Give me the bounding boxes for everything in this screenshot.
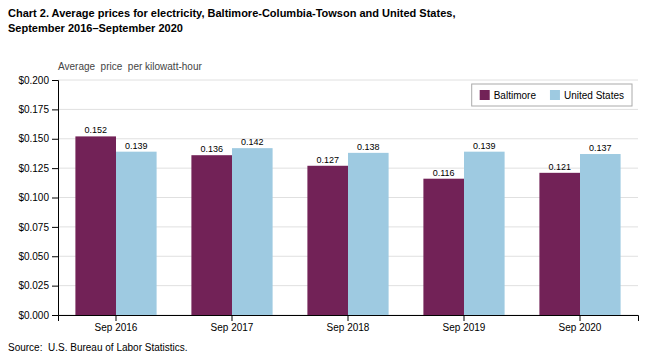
bar: [232, 148, 273, 315]
x-tick: Sep 2017: [211, 315, 254, 333]
bar: [580, 154, 621, 315]
bar: [539, 173, 580, 315]
y-tick: $0.125: [18, 163, 58, 174]
bar: [75, 136, 116, 315]
y-tick-label: $0.025: [18, 280, 49, 291]
x-tick-mark: [464, 315, 465, 321]
y-tick-label: $0.075: [18, 222, 49, 233]
x-tick: Sep 2016: [95, 315, 138, 333]
y-axis-line: [52, 81, 59, 316]
x-tick-label: Sep 2019: [443, 322, 486, 333]
grid-line: [58, 109, 638, 110]
y-tick: $0.200: [18, 75, 58, 86]
x-tick-label: Sep 2018: [327, 322, 370, 333]
legend-swatch: [480, 90, 490, 100]
data-label: 0.142: [241, 137, 264, 147]
y-tick: $0.000: [18, 310, 58, 321]
bar: [307, 166, 348, 315]
y-tick-mark: [52, 139, 58, 140]
grid-line: [58, 138, 638, 139]
y-tick-mark: [52, 286, 58, 287]
y-tick-label: $0.100: [18, 192, 49, 203]
x-tick: Sep 2018: [327, 315, 370, 333]
bar: [348, 153, 389, 315]
plot: $0.000 $0.025 $0.050 $0.075 $0.100 $0.125 $0.1…: [18, 75, 638, 333]
x-axis-line: [59, 316, 639, 322]
y-tick-mark: [52, 109, 58, 110]
x-tick-mark: [348, 315, 349, 321]
data-label: 0.138: [357, 142, 380, 152]
y-tick: $0.175: [18, 104, 58, 115]
bar: [423, 179, 464, 315]
y-tick-label: $0.050: [18, 251, 49, 262]
x-tick-label: Sep 2016: [95, 322, 138, 333]
legend-label: United States: [564, 90, 624, 101]
title: Chart 2. Average prices for electricity,…: [8, 7, 455, 19]
y-tick-mark: [52, 168, 58, 169]
data-label: 0.152: [84, 125, 107, 135]
y-tick-mark: [52, 198, 58, 199]
bar: [116, 152, 157, 315]
annotation: Source: U.S. Bureau of Labor Statistics.: [8, 342, 188, 353]
bars: [75, 136, 620, 315]
y-tick: $0.075: [18, 222, 58, 233]
data-label: 0.127: [316, 155, 339, 165]
y-tick: $0.025: [18, 280, 58, 291]
data-label: 0.121: [548, 162, 571, 172]
grid-line: [58, 80, 638, 81]
y-tick-label: $0.175: [18, 104, 49, 115]
y-axis-title: Average price per kilowatt-hour: [58, 61, 202, 72]
y-axis: $0.000 $0.025 $0.050 $0.075 $0.100 $0.125 $0.1…: [18, 75, 58, 321]
x-tick-label: Sep 2020: [559, 322, 602, 333]
title: September 2016–September 2020: [8, 22, 183, 34]
y-tick-label: $0.125: [18, 163, 49, 174]
x-tick-mark: [232, 315, 233, 321]
y-tick-mark: [52, 315, 58, 316]
legend: Baltimore United States: [472, 84, 632, 106]
y-tick-label: $0.000: [18, 310, 49, 321]
y-tick: $0.050: [18, 251, 58, 262]
x-tick-label: Sep 2017: [211, 322, 254, 333]
y-tick: $0.100: [18, 192, 58, 203]
y-tick-label: $0.200: [18, 75, 49, 86]
y-tick-mark: [52, 256, 58, 257]
data-label: 0.136: [200, 144, 223, 154]
data-label: 0.139: [125, 141, 148, 151]
legend-label: Baltimore: [494, 90, 537, 101]
data-label: 0.139: [473, 141, 496, 151]
bar: [191, 155, 232, 315]
y-tick-label: $0.150: [18, 133, 49, 144]
x-tick-mark: [116, 315, 117, 321]
data-labels: 0.152 0.136 0.127 0.116 0.121 0.139 0.142 0.138…: [84, 125, 611, 177]
data-label: 0.116: [433, 168, 455, 178]
y-tick-mark: [52, 80, 58, 81]
bar: [464, 152, 505, 315]
legend-frame: [472, 84, 632, 106]
chart: Chart 2. Average prices for electricity,…: [0, 0, 650, 357]
x-axis: Sep 2016 Sep 2017 Sep 2018 Sep 2019 Sep 2020: [59, 315, 639, 333]
grid: [58, 80, 638, 315]
x-tick-mark: [580, 315, 581, 321]
legend-swatch: [550, 90, 560, 100]
y-tick-mark: [52, 227, 58, 228]
x-tick: Sep 2019: [443, 315, 486, 333]
y-tick: $0.150: [18, 133, 58, 144]
x-tick: Sep 2020: [559, 315, 602, 333]
data-label: 0.137: [589, 143, 612, 153]
